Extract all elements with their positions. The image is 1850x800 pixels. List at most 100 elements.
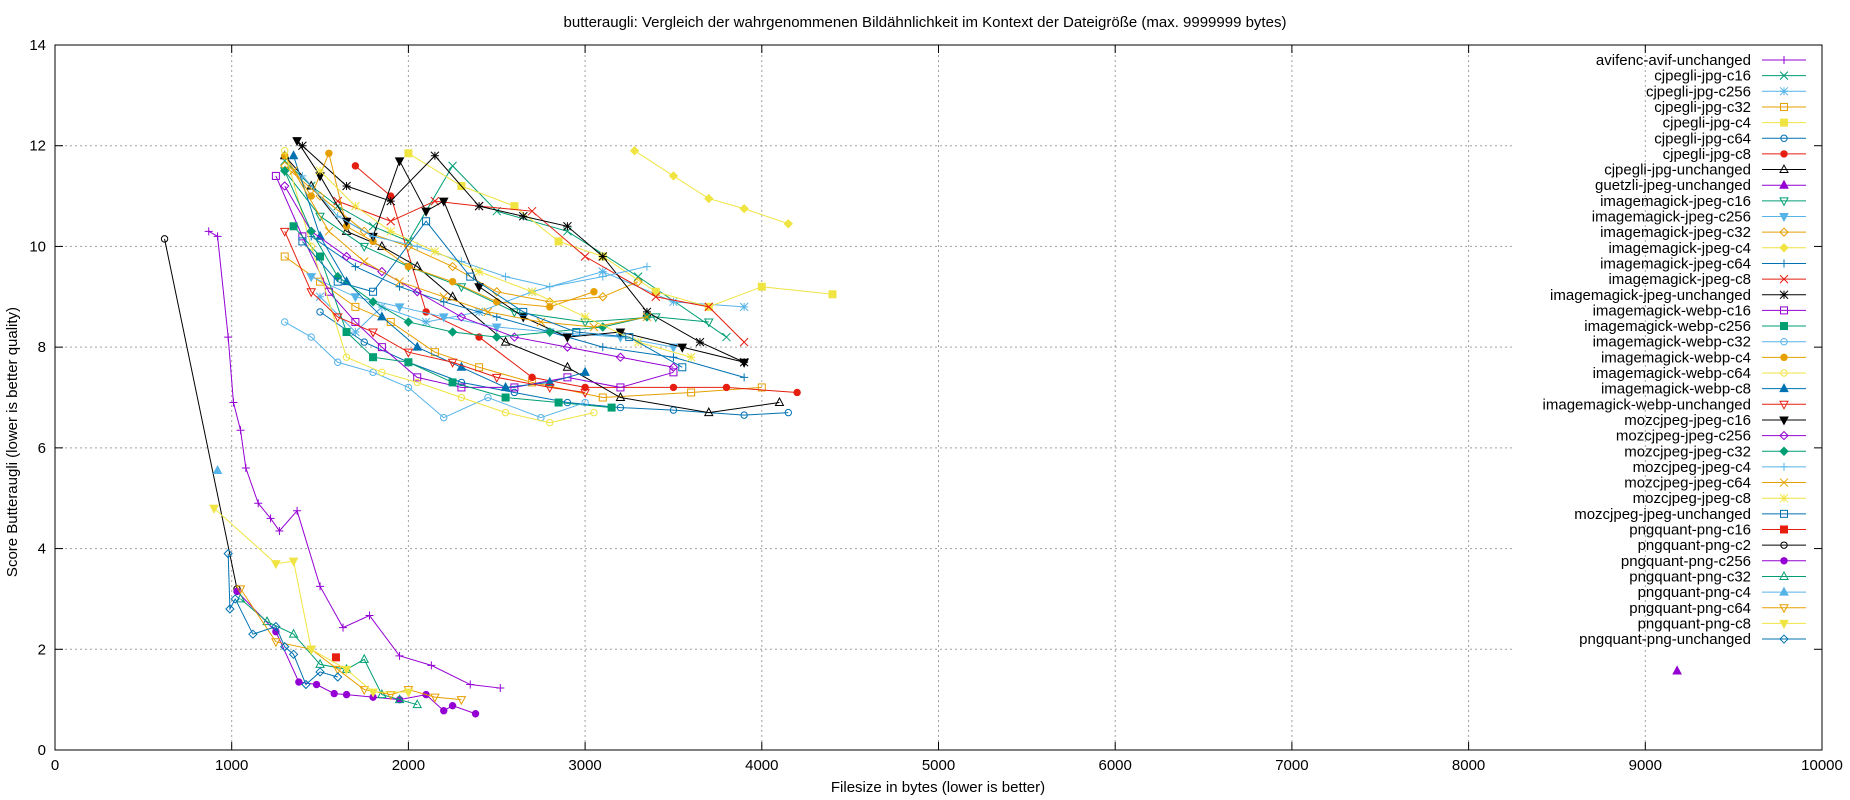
data-point [496, 684, 505, 693]
legend-marker [1779, 493, 1789, 503]
data-point [333, 196, 343, 206]
legend-label: cjpegli-jpg-c64 [1654, 130, 1751, 147]
legend-label: imagemagick-webp-c16 [1593, 302, 1751, 319]
data-point [289, 166, 298, 176]
data-point [365, 611, 374, 620]
series-line [284, 170, 648, 338]
data-point [492, 332, 502, 342]
legend-marker [1779, 604, 1789, 614]
data-point [527, 287, 537, 297]
data-point [651, 292, 661, 302]
data-point [395, 282, 404, 291]
legend-label: pngquant-png-c8 [1638, 615, 1751, 632]
data-point [368, 297, 378, 307]
data-point [546, 418, 554, 427]
data-point [740, 411, 748, 419]
data-point [544, 376, 555, 386]
legend-label: mozcjpeg-jpeg-c16 [1624, 412, 1751, 429]
data-point [241, 464, 250, 472]
data-point [334, 358, 342, 366]
legend-marker [1779, 570, 1789, 580]
legend-label: imagemagick-jpeg-c4 [1608, 240, 1751, 257]
data-point [359, 257, 369, 266]
data-point [545, 327, 555, 337]
y-tick-label: 14 [29, 37, 46, 54]
x-tick-label: 8000 [1452, 757, 1485, 774]
legend-marker [1779, 227, 1789, 237]
data-point [422, 217, 431, 226]
series-mozcjpeg-jpeg-c64 [289, 166, 652, 332]
data-point [413, 378, 421, 387]
data-point [580, 312, 590, 322]
data-point [377, 689, 387, 699]
data-point [298, 171, 307, 180]
data-point [501, 393, 510, 402]
data-point [562, 342, 573, 352]
data-point [439, 297, 448, 306]
series-imagemagick-jpeg-c32 [280, 161, 643, 307]
legend-marker [1779, 416, 1789, 426]
data-point [266, 514, 275, 523]
data-point [447, 261, 458, 272]
data-point [288, 150, 299, 160]
data-point [563, 398, 572, 407]
data-point [500, 381, 511, 391]
data-point [501, 408, 510, 417]
data-point [491, 373, 502, 383]
data-point [359, 242, 370, 252]
legend-marker [1780, 353, 1788, 362]
data-point [607, 403, 616, 412]
series-line [284, 231, 586, 393]
data-point [280, 166, 290, 176]
data-point [546, 303, 554, 311]
data-point [456, 696, 467, 706]
data-point [333, 271, 343, 282]
y-tick-label: 10 [29, 238, 46, 255]
legend-marker [1780, 541, 1788, 549]
legend-label: imagemagick-webp-unchanged [1543, 396, 1751, 413]
legend-marker [1779, 274, 1789, 284]
legend-marker [1779, 446, 1789, 456]
data-point [209, 504, 219, 514]
data-point [316, 252, 325, 261]
legend: avifenc-avif-unchangedcjpegli-jpg-c16cjp… [1543, 52, 1806, 648]
data-point [1672, 665, 1682, 675]
data-point [421, 317, 431, 327]
data-point [235, 585, 246, 595]
data-point [293, 506, 302, 515]
data-point [394, 157, 405, 167]
data-point [440, 707, 448, 715]
data-point [563, 373, 572, 382]
data-point [295, 678, 303, 686]
data-point [298, 237, 307, 246]
data-point [412, 699, 423, 709]
data-point [510, 202, 519, 211]
data-point [430, 693, 440, 703]
data-point [510, 383, 519, 392]
data-point [722, 332, 731, 342]
legend-label: pngquant-png-c4 [1638, 584, 1751, 601]
data-point [687, 388, 696, 397]
data-point [306, 645, 317, 655]
data-point [386, 216, 396, 226]
legend-label: mozcjpeg-jpeg-c4 [1633, 459, 1751, 476]
series-imagemagick-webp-c256 [289, 222, 616, 412]
x-tick-label: 10000 [1801, 757, 1843, 774]
data-point [456, 312, 467, 322]
data-point [629, 146, 640, 156]
data-point [332, 665, 343, 675]
data-point [642, 307, 652, 317]
series-line [284, 165, 639, 303]
data-point [598, 292, 608, 302]
y-tick-label: 4 [38, 541, 46, 558]
legend-label: mozcjpeg-jpeg-c256 [1616, 428, 1751, 445]
legend-marker [1779, 400, 1789, 410]
data-point [204, 227, 213, 236]
data-point [563, 221, 572, 231]
legend-marker [1779, 213, 1789, 223]
data-point [457, 383, 466, 392]
y-tick-label: 2 [38, 641, 46, 658]
data-point [298, 141, 307, 151]
data-point [404, 383, 413, 392]
